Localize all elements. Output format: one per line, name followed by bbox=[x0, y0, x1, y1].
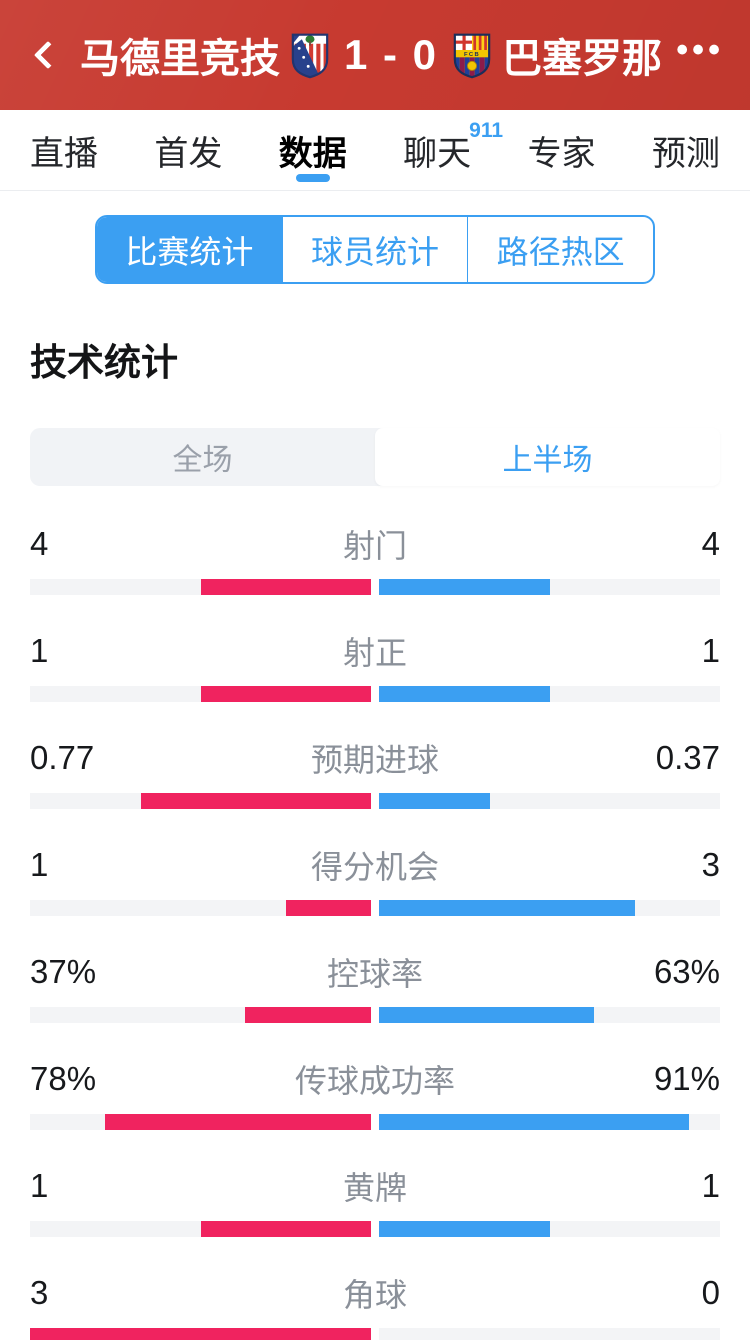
toggle-full-match[interactable]: 全场 bbox=[172, 444, 233, 477]
away-value: 0 bbox=[701, 1274, 720, 1311]
stat-bar bbox=[30, 793, 720, 809]
stat-row-shots-on-target: 1 射正 1 bbox=[30, 629, 720, 702]
stat-bar bbox=[30, 1328, 720, 1340]
home-bar bbox=[200, 1221, 371, 1237]
stat-row-possession: 37% 控球率 63% bbox=[30, 950, 720, 1023]
home-value: 1 bbox=[30, 1167, 49, 1204]
segment-heatmap[interactable]: 路径热区 bbox=[467, 217, 653, 282]
stat-bar bbox=[30, 1114, 720, 1130]
home-team-name: 马德里竞技 bbox=[79, 37, 280, 81]
more-button[interactable]: ••• bbox=[672, 33, 724, 77]
stat-row-corners: 3 角球 0 bbox=[30, 1271, 720, 1340]
home-bar bbox=[244, 1007, 371, 1023]
stat-row-yellow-cards: 1 黄牌 1 bbox=[30, 1164, 720, 1237]
home-value: 0.77 bbox=[30, 739, 95, 776]
svg-text:FCB: FCB bbox=[464, 51, 480, 57]
stat-label: 控球率 bbox=[326, 956, 424, 992]
home-value: 78% bbox=[30, 1060, 97, 1097]
home-bar bbox=[30, 1328, 371, 1340]
home-bar bbox=[200, 686, 371, 702]
stat-row-shots: 4 射门 4 bbox=[30, 522, 720, 595]
stat-row-pass-accuracy: 78% 传球成功率 91% bbox=[30, 1057, 720, 1130]
segment-player-stats[interactable]: 球员统计 bbox=[281, 217, 468, 282]
section-title: 技术统计 bbox=[30, 342, 178, 383]
away-value: 63% bbox=[653, 953, 720, 990]
stat-bar bbox=[30, 579, 720, 595]
away-value: 0.37 bbox=[655, 739, 720, 776]
back-chevron-icon bbox=[33, 40, 63, 70]
away-value: 1 bbox=[701, 632, 720, 669]
home-bar bbox=[105, 1114, 371, 1130]
period-toggle: 全场 上半场 bbox=[30, 428, 720, 486]
home-bar bbox=[140, 793, 371, 809]
stat-label: 射正 bbox=[342, 635, 408, 671]
tab-live[interactable]: 直播 bbox=[30, 134, 98, 173]
stats-list: 4 射门 4 1 射正 1 0.77 预期进球 0.37 bbox=[30, 522, 720, 1340]
segment-match-stats[interactable]: 比赛统计 bbox=[97, 217, 282, 282]
more-dots-icon: ••• bbox=[676, 31, 724, 69]
stat-label: 角球 bbox=[342, 1277, 408, 1313]
home-value: 37% bbox=[30, 953, 97, 990]
stat-label: 得分机会 bbox=[310, 849, 440, 885]
home-value: 4 bbox=[30, 525, 49, 562]
away-team-name: 巴塞罗那 bbox=[502, 37, 663, 81]
away-bar bbox=[379, 1007, 594, 1023]
stats-segmented-control: 比赛统计 球员统计 路径热区 bbox=[95, 215, 655, 284]
home-value: 1 bbox=[30, 632, 49, 669]
stat-row-big-chances: 1 得分机会 3 bbox=[30, 843, 720, 916]
away-value: 4 bbox=[701, 525, 720, 562]
tab-lineup[interactable]: 首发 bbox=[154, 134, 223, 173]
match-title: 马德里竞技 1 - 0 bbox=[70, 26, 672, 84]
stat-row-expected-goals: 0.77 预期进球 0.37 bbox=[30, 736, 720, 809]
barcelona-crest-icon: FCB bbox=[453, 33, 491, 78]
stat-label: 传球成功率 bbox=[294, 1063, 456, 1099]
back-button[interactable] bbox=[26, 33, 70, 77]
atletico-madrid-crest-icon bbox=[291, 33, 329, 78]
away-bar bbox=[379, 900, 635, 916]
chat-count-badge: 911 bbox=[469, 119, 504, 142]
away-bar bbox=[379, 1114, 690, 1130]
away-bar bbox=[379, 686, 550, 702]
main-tabbar: 直播 首发 数据 聊天 911 专家 预测 bbox=[0, 110, 750, 191]
away-value: 3 bbox=[701, 846, 720, 883]
stat-bar bbox=[30, 900, 720, 916]
match-header: 马德里竞技 1 - 0 bbox=[0, 0, 750, 110]
away-value: 91% bbox=[653, 1060, 720, 1097]
stat-bar bbox=[30, 1221, 720, 1237]
score: 1 - 0 bbox=[343, 31, 439, 78]
stat-bar bbox=[30, 1007, 720, 1023]
away-bar bbox=[379, 1221, 550, 1237]
stat-bar bbox=[30, 686, 720, 702]
home-value: 3 bbox=[30, 1274, 49, 1311]
away-bar bbox=[379, 579, 550, 595]
home-bar bbox=[200, 579, 371, 595]
away-bar bbox=[379, 793, 490, 809]
stat-label: 黄牌 bbox=[342, 1170, 408, 1206]
toggle-first-half[interactable]: 上半场 bbox=[375, 428, 720, 486]
tab-prediction[interactable]: 预测 bbox=[651, 134, 720, 173]
tab-chat[interactable]: 聊天 911 bbox=[403, 119, 504, 173]
tab-experts[interactable]: 专家 bbox=[527, 134, 596, 173]
home-bar bbox=[285, 900, 371, 916]
tab-data[interactable]: 数据 bbox=[279, 110, 347, 190]
home-value: 1 bbox=[30, 846, 49, 883]
stat-label: 射门 bbox=[342, 528, 408, 564]
away-value: 1 bbox=[701, 1167, 720, 1204]
stat-label: 预期进球 bbox=[310, 742, 440, 778]
